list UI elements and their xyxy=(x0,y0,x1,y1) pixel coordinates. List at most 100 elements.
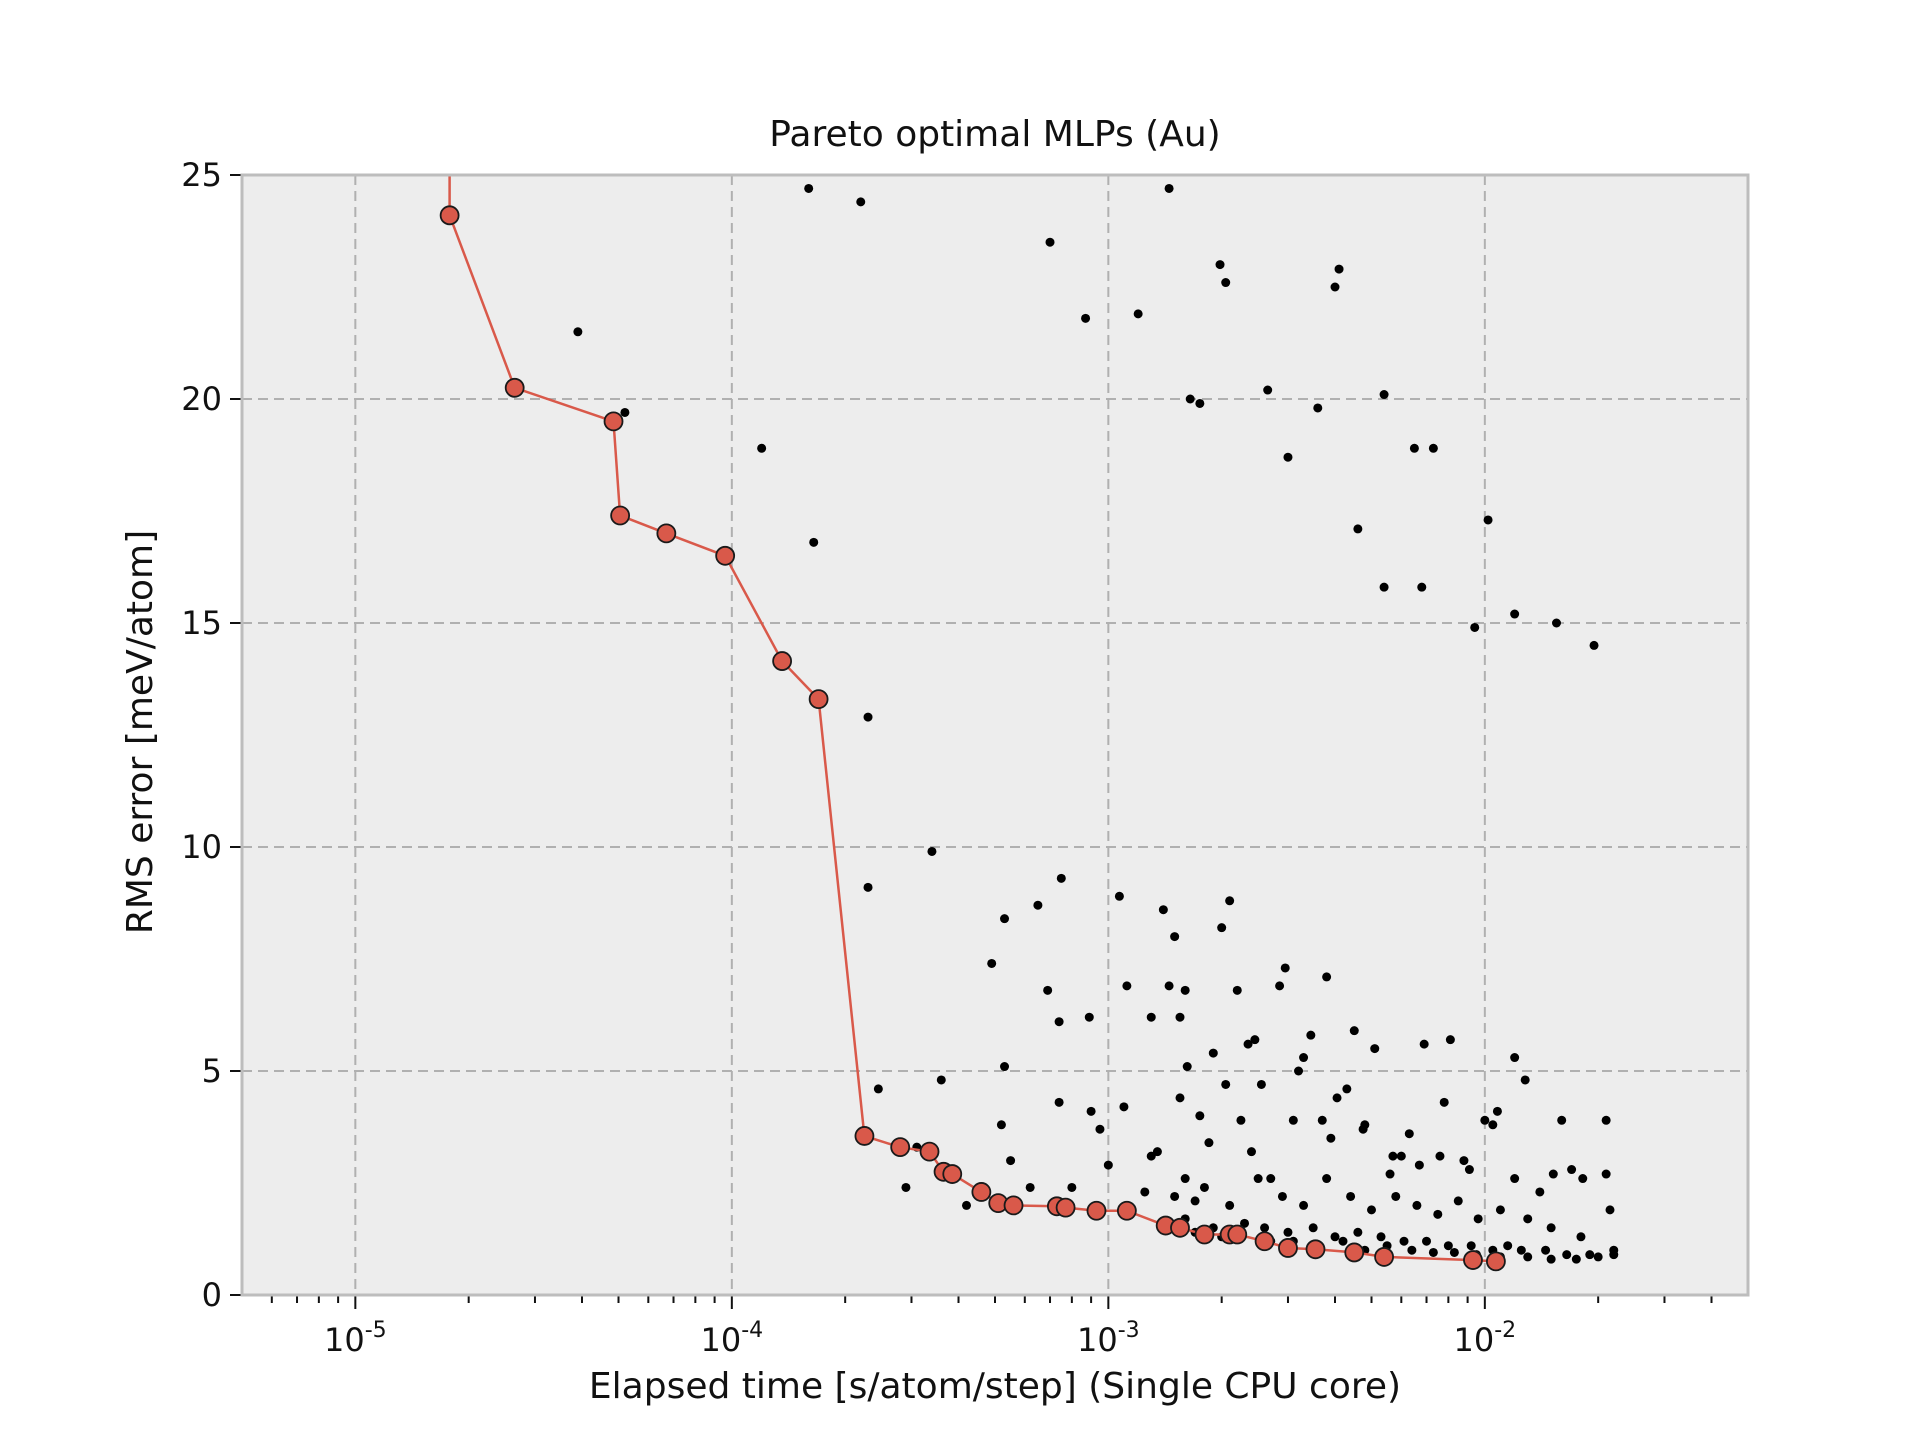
data-point xyxy=(1510,1174,1520,1184)
data-point xyxy=(1601,1115,1611,1125)
data-point xyxy=(1388,1151,1398,1161)
data-point xyxy=(1605,1205,1615,1215)
data-point xyxy=(1510,609,1520,619)
data-point xyxy=(1221,1079,1231,1089)
pareto-point xyxy=(971,1182,992,1202)
data-point xyxy=(1283,1227,1293,1237)
data-point xyxy=(1246,1147,1256,1157)
data-point xyxy=(1170,932,1180,942)
data-point xyxy=(1313,403,1323,413)
pareto-point xyxy=(610,505,631,526)
data-point xyxy=(1006,1156,1016,1166)
data-point xyxy=(1225,1200,1235,1210)
data-point xyxy=(1433,1209,1443,1219)
data-point xyxy=(1253,1174,1263,1184)
data-point xyxy=(1086,1106,1096,1116)
data-point xyxy=(1407,1245,1417,1255)
data-point xyxy=(1435,1151,1445,1161)
pareto-point xyxy=(1374,1247,1394,1267)
pareto-front xyxy=(439,175,1506,1272)
data-point xyxy=(1204,1138,1214,1148)
data-point xyxy=(1114,891,1124,901)
data-point xyxy=(1346,1191,1356,1201)
data-point xyxy=(573,327,583,337)
data-point xyxy=(1164,183,1174,193)
data-point xyxy=(809,537,819,547)
data-point xyxy=(1119,1102,1129,1112)
pareto-point xyxy=(772,651,793,671)
data-point xyxy=(1043,985,1053,995)
data-point xyxy=(804,183,814,193)
data-point xyxy=(1576,1232,1586,1242)
y-tick-labels: 0 5 10 15 20 25 xyxy=(181,156,222,1314)
data-point xyxy=(1358,1124,1368,1134)
data-point xyxy=(901,1182,911,1192)
data-point xyxy=(1067,1182,1077,1192)
data-point xyxy=(1609,1250,1619,1260)
y-tick-label: 15 xyxy=(181,604,222,642)
data-point xyxy=(1175,1093,1185,1103)
data-point xyxy=(1409,443,1419,453)
data-point xyxy=(1453,1196,1463,1206)
pareto-point xyxy=(1254,1231,1275,1252)
data-point xyxy=(1585,1250,1595,1260)
pareto-point xyxy=(808,689,829,710)
data-point xyxy=(873,1084,883,1094)
data-point xyxy=(1473,1214,1483,1224)
data-point xyxy=(1593,1252,1603,1262)
pareto-point xyxy=(1116,1200,1137,1221)
data-point xyxy=(1180,1174,1190,1184)
pareto-point xyxy=(715,545,736,566)
data-point xyxy=(1000,1062,1010,1072)
data-point xyxy=(1445,1035,1455,1045)
pareto-point xyxy=(504,377,525,398)
y-tick-label: 20 xyxy=(181,380,222,418)
data-point xyxy=(1367,1205,1376,1215)
x-tick-label: 10-5 xyxy=(324,1318,387,1359)
pareto-point xyxy=(890,1137,911,1158)
pareto-point xyxy=(1305,1239,1326,1260)
data-point xyxy=(1025,1182,1035,1192)
data-point xyxy=(1299,1200,1309,1210)
data-point xyxy=(1182,1062,1192,1072)
data-point xyxy=(1280,963,1290,973)
pareto-point xyxy=(1227,1224,1248,1245)
data-point xyxy=(1523,1214,1533,1224)
data-point xyxy=(1535,1187,1545,1197)
data-point xyxy=(1492,1106,1502,1116)
pareto-point xyxy=(603,411,624,432)
data-point xyxy=(1370,1044,1380,1054)
data-point xyxy=(1541,1245,1551,1255)
data-point xyxy=(1185,394,1195,404)
x-tick-label: 10-2 xyxy=(1454,1318,1517,1359)
data-point xyxy=(1379,390,1389,400)
data-point xyxy=(1338,1236,1348,1246)
data-point xyxy=(1199,1182,1209,1192)
data-point xyxy=(1326,1133,1336,1143)
data-point xyxy=(1353,524,1363,534)
data-point xyxy=(1510,1053,1520,1063)
data-point xyxy=(1520,1075,1530,1085)
y-tick-label: 5 xyxy=(202,1052,222,1090)
data-point xyxy=(1376,1232,1386,1242)
pareto-point xyxy=(1344,1242,1365,1263)
x-axis-label: Elapsed time [s/atom/step] (Single CPU c… xyxy=(589,1366,1401,1407)
data-point xyxy=(1495,1205,1505,1215)
pareto-point xyxy=(1463,1250,1483,1270)
pareto-point xyxy=(1086,1200,1107,1221)
data-point xyxy=(1103,1160,1113,1170)
data-point xyxy=(1516,1245,1526,1255)
data-point xyxy=(1332,1093,1342,1103)
data-point xyxy=(987,958,997,968)
data-point xyxy=(1217,923,1227,933)
x-tick-label: 10-3 xyxy=(1077,1318,1140,1359)
data-point xyxy=(936,1075,946,1085)
data-point xyxy=(1175,1012,1185,1022)
data-point xyxy=(1439,1097,1449,1107)
data-point xyxy=(1288,1115,1298,1125)
data-point xyxy=(996,1120,1006,1130)
data-point xyxy=(1260,1223,1270,1233)
data-point xyxy=(1056,873,1066,883)
data-point xyxy=(1263,385,1273,395)
data-point xyxy=(1523,1252,1533,1262)
